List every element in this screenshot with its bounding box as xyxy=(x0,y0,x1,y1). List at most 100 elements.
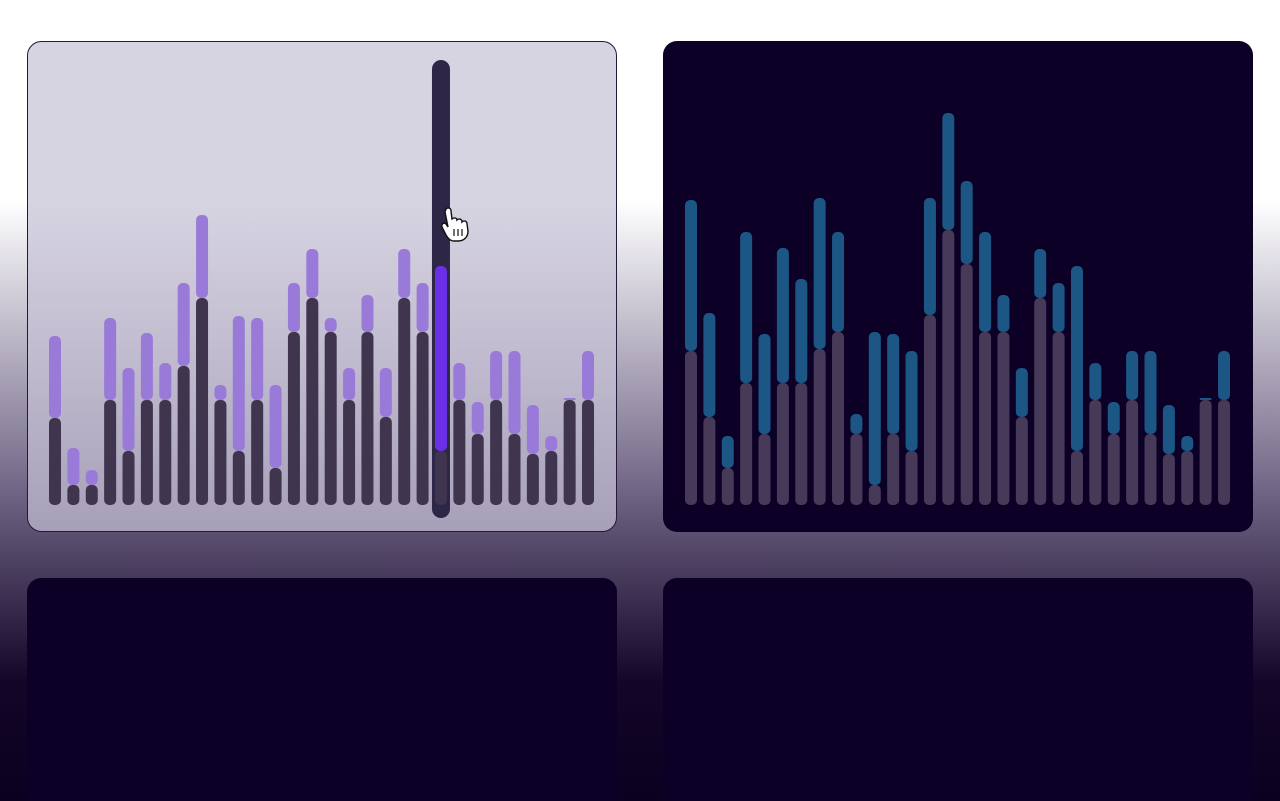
bar-segment xyxy=(122,451,135,505)
plots xyxy=(49,60,1231,518)
bar-segment xyxy=(1015,368,1028,417)
bar-segment xyxy=(177,283,190,366)
bar-segment xyxy=(508,434,521,505)
bar-segment xyxy=(140,400,153,505)
bar-segment xyxy=(1126,351,1139,400)
bar-segment xyxy=(269,468,282,505)
bar-segment xyxy=(434,266,447,451)
bar-segment xyxy=(1126,400,1139,505)
bar-segment xyxy=(740,383,753,505)
bar-segment xyxy=(758,434,771,505)
bar-segment xyxy=(104,318,117,400)
bar-segment xyxy=(1052,332,1065,505)
bar-segment xyxy=(1070,266,1083,451)
panel-reflection xyxy=(663,578,1253,801)
bar-segment xyxy=(526,405,539,454)
bar-segment xyxy=(868,485,881,505)
bar-segment xyxy=(850,414,863,434)
bar-segment xyxy=(379,417,392,505)
bar-segment xyxy=(1199,400,1212,505)
bar-segment xyxy=(269,385,282,468)
bar-segment xyxy=(923,198,936,315)
bar-segment xyxy=(324,318,337,332)
bar-segment xyxy=(177,366,190,505)
bar-segment xyxy=(398,249,411,298)
bar-segment xyxy=(979,232,992,332)
bar-segment xyxy=(434,451,447,505)
bar-segment xyxy=(140,333,153,400)
bar-segment xyxy=(379,368,392,417)
bar-segment xyxy=(232,451,245,505)
bar-segment xyxy=(887,334,900,434)
bar-segment xyxy=(1107,434,1120,505)
bar-segment xyxy=(758,334,771,434)
bar-segment xyxy=(1162,405,1175,454)
bar-segment xyxy=(582,351,595,400)
bar-segment xyxy=(905,451,918,505)
bar-segment xyxy=(979,332,992,505)
bar-segment xyxy=(832,232,845,332)
bar-segment xyxy=(563,400,576,505)
panel-dark xyxy=(663,41,1253,532)
bar-segment xyxy=(159,363,172,400)
bar-segment xyxy=(49,336,61,418)
bar-segment xyxy=(67,485,80,505)
bar-segment xyxy=(1181,436,1194,451)
bar-segment xyxy=(214,385,227,400)
bar-segment xyxy=(361,295,374,332)
bar-segment xyxy=(795,279,808,383)
bar-segment xyxy=(471,402,484,434)
bar-segment xyxy=(721,436,734,468)
bar-segment xyxy=(214,400,227,505)
bar-segment xyxy=(251,400,264,505)
bar-segment xyxy=(251,318,264,400)
bar-segment xyxy=(287,283,300,332)
bar-segment xyxy=(960,264,973,505)
bar-segment xyxy=(942,113,955,230)
bar-segment xyxy=(453,363,466,400)
bar-segment xyxy=(582,400,595,505)
bar-segment xyxy=(287,332,300,505)
bar-segment xyxy=(1107,402,1120,434)
bar-segment xyxy=(685,200,697,351)
bar-segment xyxy=(306,298,319,505)
bar-segment xyxy=(545,451,558,505)
bar-segment xyxy=(416,332,429,505)
bar-segment xyxy=(1199,398,1212,400)
bar-segment xyxy=(942,230,955,505)
cursor xyxy=(441,207,469,242)
bar-segment xyxy=(67,448,80,485)
bar-segment xyxy=(343,368,356,400)
bar-segment xyxy=(813,198,826,349)
bar-segment xyxy=(104,400,117,505)
bar-segment xyxy=(416,283,429,332)
bar-segment xyxy=(776,383,789,505)
bar-segment xyxy=(740,232,753,383)
bar-segment xyxy=(868,332,881,485)
bar-segment xyxy=(1144,351,1157,434)
bar-segment xyxy=(887,434,900,505)
bar-segment xyxy=(1218,351,1231,400)
bar-segment xyxy=(1070,451,1083,505)
bar-segment xyxy=(1034,249,1047,298)
bar-segment xyxy=(324,332,337,505)
bar-segment xyxy=(159,400,172,505)
bar-segment xyxy=(398,298,411,505)
panel-reflection xyxy=(27,578,617,801)
bar-segment xyxy=(563,398,576,400)
bar-segment xyxy=(196,298,209,505)
bar-segment xyxy=(453,400,466,505)
bar-segment xyxy=(1089,400,1102,505)
bar-segment xyxy=(471,434,484,505)
bar-segment xyxy=(1144,434,1157,505)
bar-segment xyxy=(1181,451,1194,505)
bar-segment xyxy=(490,351,503,400)
bar-segment xyxy=(721,468,734,505)
bar-segment xyxy=(997,295,1010,332)
bar-segment xyxy=(1089,363,1102,400)
panel-light xyxy=(27,41,617,532)
bar-segment xyxy=(85,485,98,505)
bar-segment xyxy=(343,400,356,505)
bar-segment xyxy=(685,351,697,505)
